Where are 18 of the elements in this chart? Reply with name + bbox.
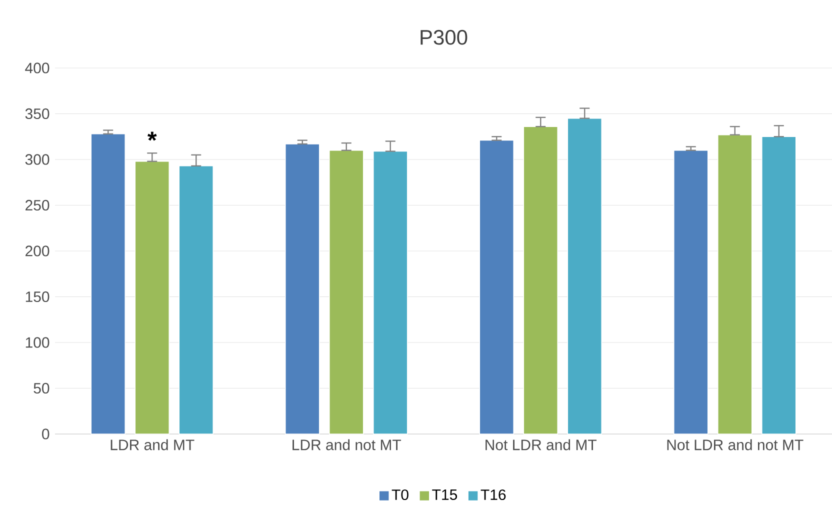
x-tick-label: LDR and not MT (292, 439, 402, 450)
chart-title: P300 (420, 30, 468, 45)
x-tick-label: Not LDR and MT (486, 439, 597, 450)
y-tick-label: 200 (26, 246, 50, 256)
legend-label: T0 (392, 489, 408, 500)
y-tick-label: 250 (26, 200, 50, 211)
legend-label: T15 (432, 490, 458, 500)
y-tick-label: 300 (25, 154, 50, 165)
y-tick-label: 50 (34, 382, 50, 394)
y-tick-label: 350 (25, 108, 50, 120)
annotation: * (148, 132, 157, 141)
x-tick-label: LDR and MT (110, 439, 194, 450)
y-tick-label: 100 (26, 337, 50, 348)
legend-label: T16 (480, 489, 506, 500)
y-tick-label: 150 (26, 291, 50, 302)
y-tick-label: 0 (42, 428, 50, 440)
y-tick-label: 400 (25, 62, 50, 74)
x-tick-label: Not LDR and not MT (667, 439, 804, 450)
